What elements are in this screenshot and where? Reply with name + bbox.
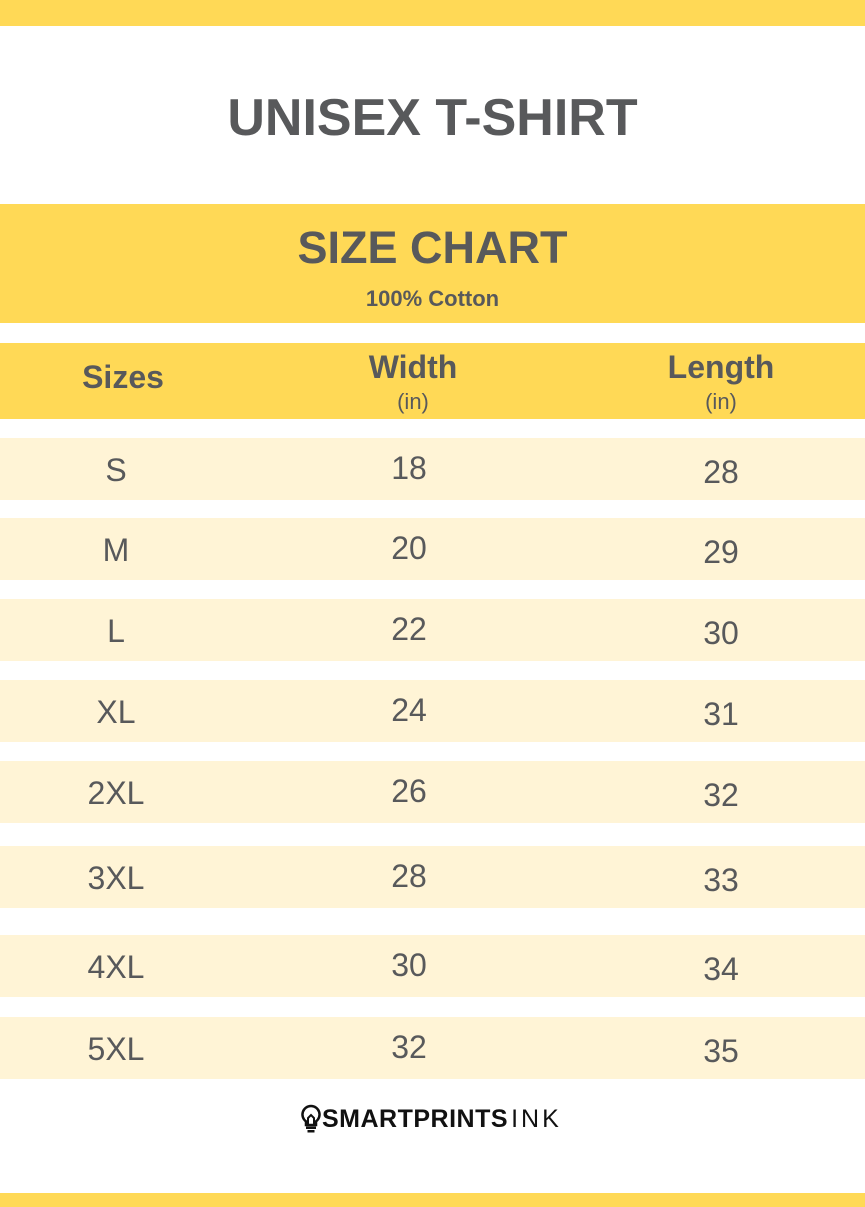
length-cell: 28 [703, 454, 739, 490]
size-cell: 5XL [87, 1031, 145, 1067]
top-border [0, 0, 865, 26]
table-row: 2XL 26 32 [0, 761, 865, 823]
size-cell: L [107, 613, 125, 649]
chart-subtitle: 100% Cotton [365, 286, 500, 311]
width-cell: 20 [391, 530, 427, 566]
table-row: XL 24 31 [0, 680, 865, 742]
bottom-border [0, 1193, 865, 1207]
brand-name-bold: SMARTPRINTS [322, 1104, 509, 1133]
size-cell: 4XL [87, 949, 145, 985]
width-cell: 30 [391, 947, 427, 983]
chart-title: SIZE CHART [297, 222, 568, 273]
table-row: 3XL 28 33 [0, 846, 865, 908]
brand-name-thin: INK [511, 1104, 562, 1133]
length-cell: 34 [703, 951, 739, 987]
table-header [0, 343, 865, 419]
width-cell: 32 [391, 1029, 427, 1065]
size-cell: S [105, 452, 127, 488]
chart-title-band [0, 204, 865, 323]
length-cell: 32 [703, 777, 739, 813]
header-width-unit: (in) [397, 389, 429, 414]
size-cell: 2XL [87, 775, 145, 811]
length-cell: 29 [703, 534, 739, 570]
size-cell: 3XL [87, 860, 145, 896]
page-title: UNISEX T-SHIRT [227, 89, 638, 147]
width-cell: 24 [391, 692, 427, 728]
lightbulb-icon [301, 1104, 321, 1133]
width-cell: 26 [391, 773, 427, 809]
table-row: 5XL 32 35 [0, 1017, 865, 1079]
width-cell: 28 [391, 858, 427, 894]
size-cell: M [102, 532, 130, 568]
header-sizes: Sizes [82, 359, 164, 395]
size-cell: XL [96, 694, 136, 730]
table-row: S 18 28 [0, 438, 865, 500]
table-row: M 20 29 [0, 518, 865, 580]
table-row: 4XL 30 34 [0, 935, 865, 997]
header-length-unit: (in) [705, 389, 737, 414]
header-length: Length [667, 349, 775, 385]
table-row: L 22 30 [0, 599, 865, 661]
width-cell: 18 [391, 450, 427, 486]
length-cell: 35 [703, 1033, 739, 1069]
width-cell: 22 [391, 611, 427, 647]
length-cell: 33 [703, 862, 739, 898]
length-cell: 30 [703, 615, 739, 651]
header-width: Width [368, 349, 458, 385]
length-cell: 31 [703, 696, 739, 732]
brand-logo: SMARTPRINTS INK [300, 1104, 562, 1134]
